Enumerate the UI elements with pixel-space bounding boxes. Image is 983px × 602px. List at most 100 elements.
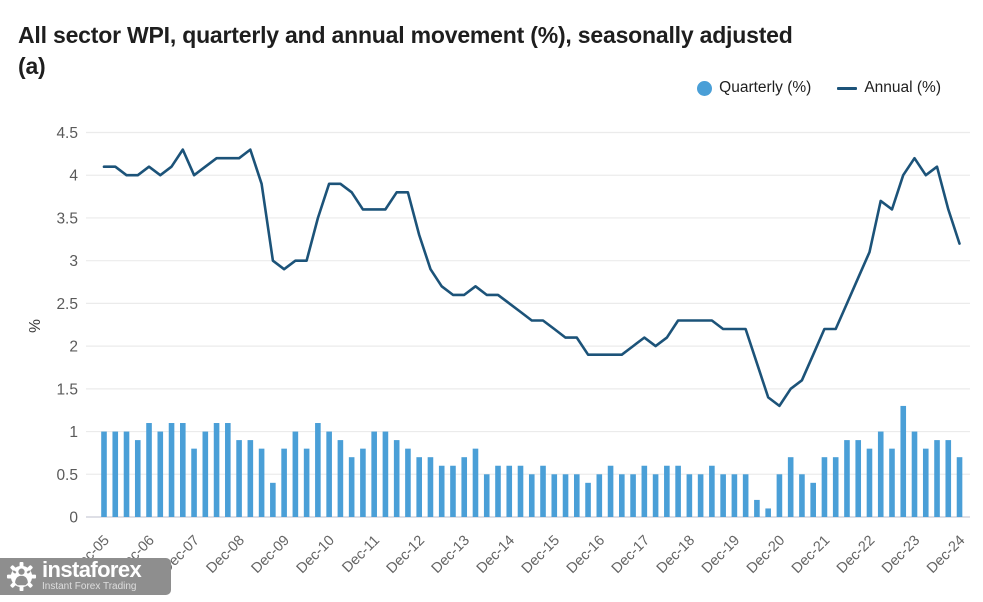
x-tick-label: Dec-23 xyxy=(879,533,923,577)
quarterly-bar xyxy=(382,431,389,517)
quarterly-bar xyxy=(101,431,107,517)
quarterly-bar xyxy=(731,474,738,517)
quarterly-bar xyxy=(889,448,895,517)
x-tick-label: Dec-13 xyxy=(429,533,473,577)
quarterly-bar xyxy=(573,474,580,517)
quarterly-bar xyxy=(371,431,377,517)
quarterly-bar xyxy=(348,457,355,517)
annual-line xyxy=(102,148,961,408)
y-tick-label: 0 xyxy=(69,510,78,527)
x-tick-label: Dec-14 xyxy=(474,533,518,577)
quarterly-bar xyxy=(326,431,332,517)
y-tick-label: 1 xyxy=(69,424,78,441)
quarterly-bar xyxy=(258,448,265,517)
quarterly-bar xyxy=(607,465,614,517)
quarterly-bar xyxy=(483,474,490,517)
x-tick-label: Dec-12 xyxy=(384,533,428,577)
quarterly-bar xyxy=(810,482,816,517)
y-tick-label: 3.5 xyxy=(56,210,78,227)
y-tick-label: 2 xyxy=(69,339,78,356)
chart-title-line1: All sector WPI, quarterly and annual mov… xyxy=(18,22,793,48)
quarterly-bar xyxy=(112,431,119,517)
quarterly-bar xyxy=(641,465,648,517)
quarterly-bar xyxy=(832,457,839,517)
instaforex-watermark: instaforex Instant Forex Trading xyxy=(0,558,171,595)
quarterly-bar xyxy=(709,465,715,517)
y-tick-label: 1.5 xyxy=(56,381,78,398)
quarterly-bar xyxy=(472,448,479,517)
legend-quarterly-label: Quarterly (%) xyxy=(719,79,812,96)
quarterly-bar xyxy=(799,474,805,517)
y-tick-label: 4 xyxy=(69,168,78,185)
quarterly-bar xyxy=(337,440,344,517)
quarterly-bar xyxy=(664,465,670,517)
quarterly-bar xyxy=(922,448,929,517)
quarterly-bar xyxy=(270,482,276,517)
y-tick-label: 0.5 xyxy=(56,467,78,484)
annual-line-icon xyxy=(837,86,858,90)
instaforex-tagline: Instant Forex Trading xyxy=(42,581,137,592)
x-tick-label: Dec-16 xyxy=(564,533,608,577)
quarterly-bar xyxy=(202,431,209,517)
quarterly-bar xyxy=(315,423,321,517)
quarterly-bar xyxy=(191,448,197,517)
quarterly-bars xyxy=(101,405,963,517)
quarterly-bar xyxy=(787,457,794,517)
y-tick-label: 3 xyxy=(69,253,78,270)
quarterly-bar xyxy=(596,474,603,517)
quarterly-bar xyxy=(247,440,254,517)
x-tick-label: Dec-18 xyxy=(654,533,698,577)
quarterly-bar xyxy=(416,457,422,517)
quarterly-bar xyxy=(168,423,175,517)
quarterly-bar xyxy=(877,431,884,517)
quarterly-bar xyxy=(360,448,366,517)
quarterly-bar xyxy=(821,457,828,517)
quarterly-bar xyxy=(934,440,940,517)
chart-title-line2: (a) xyxy=(18,53,46,79)
quarterly-bar xyxy=(900,405,907,517)
quarterly-bar xyxy=(393,440,400,517)
quarterly-bar xyxy=(742,474,749,517)
quarterly-bar xyxy=(517,465,524,517)
quarterly-bar xyxy=(776,474,783,517)
x-tick-label: Dec-19 xyxy=(699,533,743,577)
quarterly-bar xyxy=(945,440,952,517)
instaforex-text-block: instaforex Instant Forex Trading xyxy=(42,559,142,593)
quarterly-bar xyxy=(540,465,546,517)
quarterly-bar xyxy=(405,448,411,517)
quarterly-bar xyxy=(855,440,862,517)
quarterly-bar xyxy=(754,499,760,517)
x-tick-label: Dec-22 xyxy=(834,533,878,577)
x-tick-label: Dec-17 xyxy=(609,533,653,577)
x-tick-label: Dec-20 xyxy=(744,533,788,577)
quarterly-bar xyxy=(866,448,873,517)
quarterly-bar xyxy=(956,457,963,517)
x-tick-label: Dec-09 xyxy=(249,533,293,577)
quarterly-bar xyxy=(911,431,918,517)
quarterly-bar xyxy=(630,474,636,517)
y-axis-label: % xyxy=(27,319,44,333)
legend-item-annual: Annual (%) xyxy=(837,79,941,97)
x-tick-label: Dec-24 xyxy=(924,533,968,577)
quarterly-bar xyxy=(213,423,220,517)
quarterly-bar xyxy=(720,474,726,517)
quarterly-bar xyxy=(495,465,501,517)
quarterly-bar xyxy=(585,482,591,517)
chart-legend: Quarterly (%) Annual (%) xyxy=(697,77,941,99)
quarterly-bar xyxy=(146,423,152,517)
instaforex-gear-icon xyxy=(6,561,37,592)
quarterly-bar xyxy=(225,423,231,517)
quarterly-bar xyxy=(844,440,850,517)
quarterly-bar xyxy=(675,465,681,517)
x-tick-label: Dec-21 xyxy=(789,533,833,577)
quarterly-bar xyxy=(619,474,625,517)
x-tick-label: Dec-10 xyxy=(294,533,338,577)
legend-annual-label: Annual (%) xyxy=(864,79,941,96)
quarterly-bar xyxy=(528,474,535,517)
quarterly-bar xyxy=(450,465,456,517)
quarterly-bar xyxy=(123,431,130,517)
legend-item-quarterly: Quarterly (%) xyxy=(697,79,811,97)
y-tick-label: 4.5 xyxy=(56,125,78,142)
